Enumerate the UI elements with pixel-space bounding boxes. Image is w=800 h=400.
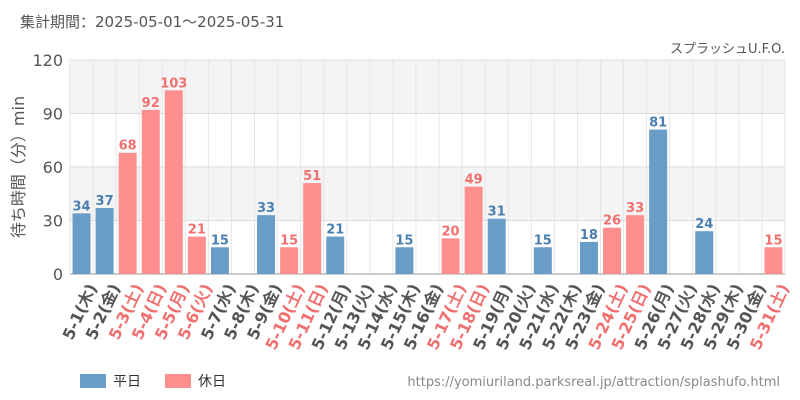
data-label: 15 bbox=[764, 233, 782, 248]
y-tick-label: 60 bbox=[43, 158, 63, 177]
bar bbox=[326, 236, 345, 274]
data-label: 49 bbox=[465, 173, 483, 188]
data-label: 34 bbox=[72, 199, 90, 214]
data-label: 103 bbox=[160, 76, 187, 91]
grid-bands bbox=[70, 60, 785, 221]
data-label: 92 bbox=[142, 96, 160, 111]
data-label: 31 bbox=[488, 205, 506, 220]
bar bbox=[579, 241, 598, 274]
data-label: 20 bbox=[442, 224, 460, 239]
data-label: 68 bbox=[119, 139, 137, 154]
y-tick-labels: 0 30 60 90 120 bbox=[32, 51, 63, 284]
bar bbox=[626, 215, 645, 274]
legend-label-holiday: 休日 bbox=[198, 374, 226, 390]
bar bbox=[464, 186, 483, 274]
bar bbox=[649, 129, 668, 274]
data-label: 15 bbox=[280, 233, 298, 248]
data-label: 15 bbox=[211, 233, 229, 248]
data-label: 15 bbox=[534, 233, 552, 248]
bar bbox=[72, 213, 91, 274]
legend-swatch-weekday bbox=[80, 374, 106, 388]
y-tick-label: 0 bbox=[53, 265, 63, 284]
data-label: 33 bbox=[257, 201, 275, 216]
bar bbox=[395, 247, 414, 274]
legend-swatch-holiday bbox=[165, 374, 191, 388]
bar bbox=[141, 109, 160, 274]
x-tick-labels: 5-1(木)5-2(金)5-3(土)5-4(日)5-5(月)5-6(火)5-7(… bbox=[59, 281, 793, 353]
data-label: 18 bbox=[580, 228, 598, 243]
data-label: 33 bbox=[626, 201, 644, 216]
data-label: 26 bbox=[603, 214, 621, 229]
y-tick-label: 30 bbox=[43, 212, 63, 231]
data-label: 21 bbox=[326, 223, 344, 238]
collection-period: 集計期間：2025-05-01～2025-05-31 bbox=[20, 13, 285, 31]
attraction-name: スプラッシュU.F.O. bbox=[669, 42, 785, 57]
grid-band bbox=[70, 60, 785, 114]
data-label: 81 bbox=[649, 116, 667, 131]
bar bbox=[164, 90, 183, 274]
source-url[interactable]: https://yomiuriland.parksreal.jp/attract… bbox=[407, 375, 780, 390]
data-label: 37 bbox=[96, 194, 114, 209]
bar bbox=[764, 247, 783, 274]
data-label: 21 bbox=[188, 223, 206, 238]
bar bbox=[603, 227, 622, 274]
data-label: 15 bbox=[395, 233, 413, 248]
data-label: 24 bbox=[695, 217, 713, 232]
bar bbox=[118, 152, 137, 274]
bar bbox=[695, 231, 714, 274]
y-tick-label: 120 bbox=[32, 51, 63, 70]
legend-label-weekday: 平日 bbox=[113, 374, 141, 390]
data-label: 51 bbox=[303, 169, 321, 184]
bar bbox=[187, 236, 206, 274]
bar bbox=[441, 238, 460, 274]
bar bbox=[280, 247, 299, 274]
bar bbox=[487, 218, 506, 274]
y-axis-label: 待ち時間（分）min bbox=[9, 96, 28, 238]
bar bbox=[303, 183, 322, 274]
bar bbox=[95, 208, 114, 274]
y-tick-label: 90 bbox=[43, 105, 63, 124]
bar bbox=[257, 215, 276, 274]
bars bbox=[72, 90, 783, 274]
bar bbox=[533, 247, 552, 274]
legend: 平日 休日 bbox=[80, 374, 226, 390]
bar bbox=[210, 247, 229, 274]
